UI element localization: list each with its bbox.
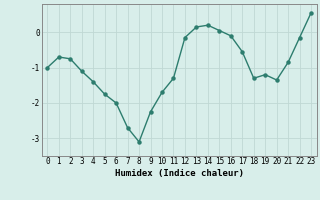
X-axis label: Humidex (Indice chaleur): Humidex (Indice chaleur) (115, 169, 244, 178)
